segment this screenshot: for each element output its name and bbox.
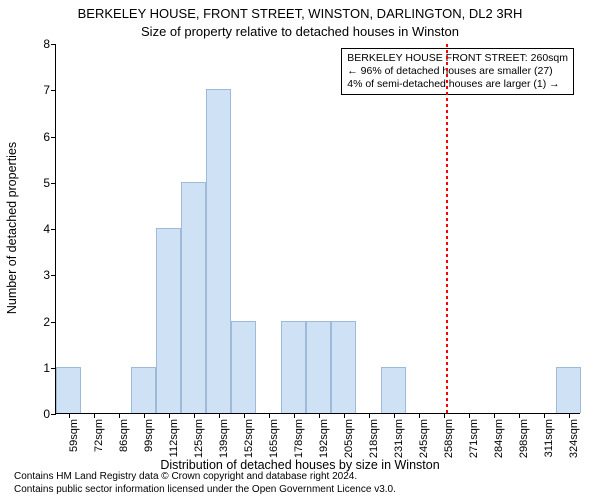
x-tick-mark xyxy=(294,413,295,418)
legend-line-1: BERKELEY HOUSE FRONT STREET: 260sqm xyxy=(347,52,568,65)
x-tick-mark xyxy=(394,413,395,418)
plot-area: BERKELEY HOUSE FRONT STREET: 260sqm ← 96… xyxy=(55,44,580,414)
x-tick-label: 192sqm xyxy=(316,419,330,458)
credits: Contains HM Land Registry data © Crown c… xyxy=(14,471,396,496)
x-tick-label: 311sqm xyxy=(541,419,555,457)
x-tick-mark xyxy=(494,413,495,418)
y-tick-mark xyxy=(51,183,56,184)
bar xyxy=(156,228,181,413)
x-tick-label: 205sqm xyxy=(341,419,355,458)
x-tick-label: 152sqm xyxy=(241,419,255,458)
x-tick-mark xyxy=(119,413,120,418)
x-tick-label: 284sqm xyxy=(491,419,505,458)
x-tick-mark xyxy=(194,413,195,418)
y-tick-mark xyxy=(51,322,56,323)
bar xyxy=(231,321,256,414)
x-tick-label: 218sqm xyxy=(366,419,380,458)
legend-box: BERKELEY HOUSE FRONT STREET: 260sqm ← 96… xyxy=(341,48,574,95)
bar xyxy=(131,367,156,413)
reference-line xyxy=(446,44,448,413)
credits-line-1: Contains HM Land Registry data © Crown c… xyxy=(14,471,396,484)
x-tick-label: 271sqm xyxy=(466,419,480,458)
x-tick-label: 324sqm xyxy=(566,419,580,458)
bar xyxy=(306,321,331,414)
x-tick-label: 125sqm xyxy=(191,419,205,458)
x-tick-label: 72sqm xyxy=(91,419,105,452)
y-tick-mark xyxy=(51,90,56,91)
y-tick-mark xyxy=(51,368,56,369)
x-tick-mark xyxy=(344,413,345,418)
x-tick-mark xyxy=(144,413,145,418)
x-tick-mark xyxy=(269,413,270,418)
chart-container: { "chart": { "type": "histogram", "title… xyxy=(0,0,600,500)
x-tick-mark xyxy=(319,413,320,418)
bar xyxy=(556,367,581,413)
bar xyxy=(381,367,406,413)
legend-line-2: ← 96% of detached houses are smaller (27… xyxy=(347,65,568,78)
x-tick-mark xyxy=(219,413,220,418)
x-tick-mark xyxy=(469,413,470,418)
y-tick-mark xyxy=(51,44,56,45)
x-tick-mark xyxy=(569,413,570,418)
legend-line-3: 4% of semi-detached houses are larger (1… xyxy=(347,78,568,91)
bar xyxy=(281,321,306,414)
chart-subtitle: Size of property relative to detached ho… xyxy=(0,24,600,39)
y-tick-mark xyxy=(51,229,56,230)
x-tick-mark xyxy=(519,413,520,418)
x-tick-mark xyxy=(444,413,445,418)
x-tick-label: 178sqm xyxy=(291,419,305,458)
x-tick-label: 298sqm xyxy=(516,419,530,458)
x-tick-label: 139sqm xyxy=(216,419,230,458)
bar xyxy=(331,321,356,414)
x-tick-mark xyxy=(369,413,370,418)
y-tick-mark xyxy=(51,275,56,276)
bar xyxy=(206,89,231,413)
credits-line-2: Contains public sector information licen… xyxy=(14,484,396,497)
y-tick-mark xyxy=(51,414,56,415)
chart-title-line1: BERKELEY HOUSE, FRONT STREET, WINSTON, D… xyxy=(0,6,600,21)
x-tick-label: 258sqm xyxy=(441,419,455,458)
bars-layer xyxy=(56,44,580,413)
bar xyxy=(56,367,81,413)
x-tick-mark xyxy=(94,413,95,418)
x-tick-mark xyxy=(169,413,170,418)
x-tick-mark xyxy=(244,413,245,418)
y-tick-mark xyxy=(51,137,56,138)
x-tick-label: 86sqm xyxy=(116,419,130,452)
x-tick-mark xyxy=(544,413,545,418)
x-axis-label: Distribution of detached houses by size … xyxy=(0,458,600,472)
y-axis-label: Number of detached properties xyxy=(5,142,19,314)
x-tick-mark xyxy=(419,413,420,418)
bar xyxy=(181,182,206,413)
x-tick-label: 112sqm xyxy=(166,419,180,457)
x-tick-label: 231sqm xyxy=(391,419,405,458)
x-tick-label: 245sqm xyxy=(416,419,430,458)
x-tick-mark xyxy=(69,413,70,418)
x-tick-label: 59sqm xyxy=(66,419,80,452)
x-tick-label: 99sqm xyxy=(141,419,155,452)
x-tick-label: 165sqm xyxy=(266,419,280,458)
